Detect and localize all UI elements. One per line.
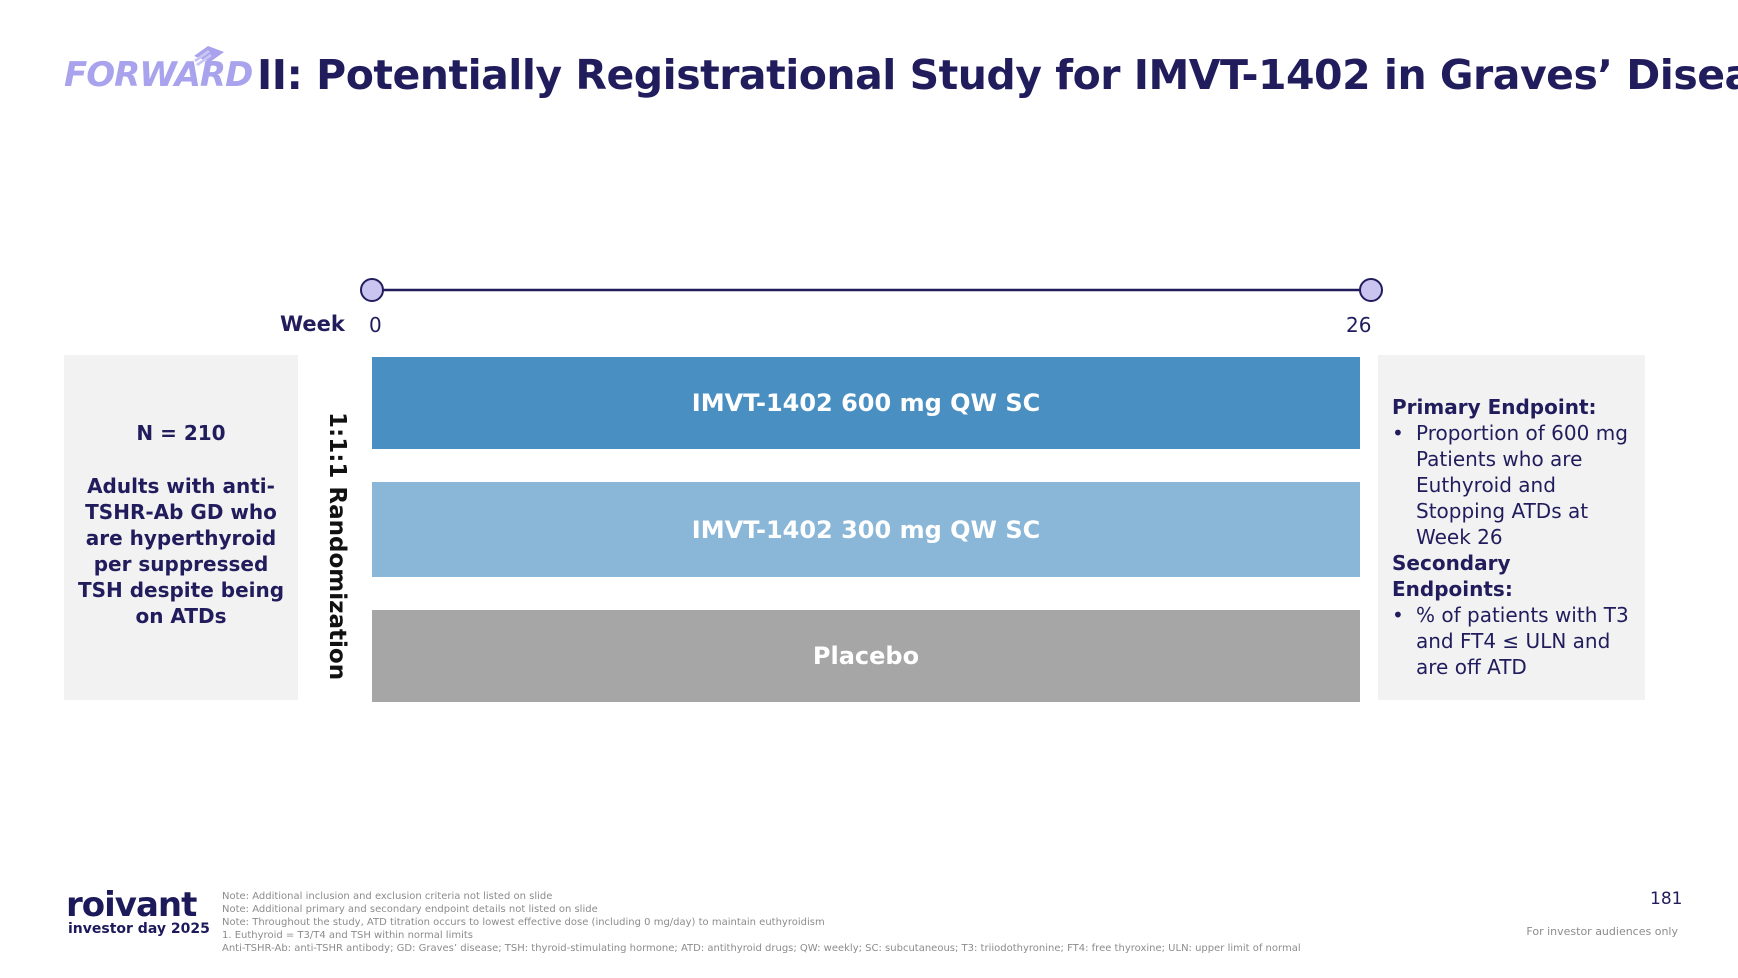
page-number: 181 <box>1650 889 1683 909</box>
arm-label: IMVT-1402 600 mg QW SC <box>691 389 1041 417</box>
forward-arrow-icon <box>194 46 224 66</box>
timeline <box>360 278 1383 302</box>
sample-size: N = 210 <box>136 421 226 445</box>
arm-600mg: IMVT-1402 600 mg QW SC <box>372 357 1360 449</box>
arm-label: Placebo <box>812 642 920 670</box>
week-label: Week <box>280 312 345 336</box>
week-tick-end: 26 <box>1346 313 1372 337</box>
audience-note: For investor audiences only <box>1526 925 1678 938</box>
arm-300mg: IMVT-1402 300 mg QW SC <box>372 482 1360 577</box>
secondary-endpoint-item: • % of patients with T3 and FT4 ≤ ULN an… <box>1392 603 1629 679</box>
investor-day-label: investor day 2025 <box>68 921 210 937</box>
footnote: Note: Additional inclusion and exclusion… <box>222 891 553 902</box>
footnote: Anti-TSHR-Ab: anti-TSHR antibody; GD: Gr… <box>222 943 1301 954</box>
page-title: II: Potentially Registrational Study for… <box>257 51 1738 99</box>
primary-endpoint-heading: Primary Endpoint: <box>1392 395 1597 419</box>
endpoints-box: Primary Endpoint: • Proportion of 600 mg… <box>1378 355 1645 700</box>
footnotes: Note: Additional inclusion and exclusion… <box>222 890 1342 955</box>
week-tick-start: 0 <box>369 313 382 337</box>
bullet-icon: • <box>1392 603 1404 627</box>
arm-label: IMVT-1402 300 mg QW SC <box>691 515 1041 544</box>
population-description: Adults with anti-TSHR-Ab GD who are hype… <box>77 474 285 628</box>
arm-placebo: Placebo <box>372 610 1360 702</box>
timeline-end-marker <box>1359 278 1383 302</box>
randomization-label: 1:1:1 Randomization <box>324 412 350 681</box>
secondary-endpoint-heading: Secondary Endpoints: <box>1392 551 1513 601</box>
forward-logo-text: FORWARD <box>64 55 253 95</box>
timeline-start-marker <box>360 278 384 302</box>
population-box: N = 210 Adults with anti-TSHR-Ab GD who … <box>64 355 298 700</box>
footnote: 1. Euthyroid = T3/T4 and TSH within norm… <box>222 930 473 941</box>
footnote: Note: Throughout the study, ATD titratio… <box>222 917 825 928</box>
roivant-logo: roivant <box>66 885 197 925</box>
forward-logo: FORWARD <box>64 46 253 95</box>
footnote: Note: Additional primary and secondary e… <box>222 904 598 915</box>
slide-title: FORWARD II: Potentially Registrational S… <box>64 36 1738 106</box>
bullet-icon: • <box>1392 421 1404 445</box>
primary-endpoint-item: • Proportion of 600 mg Patients who are … <box>1392 421 1628 549</box>
